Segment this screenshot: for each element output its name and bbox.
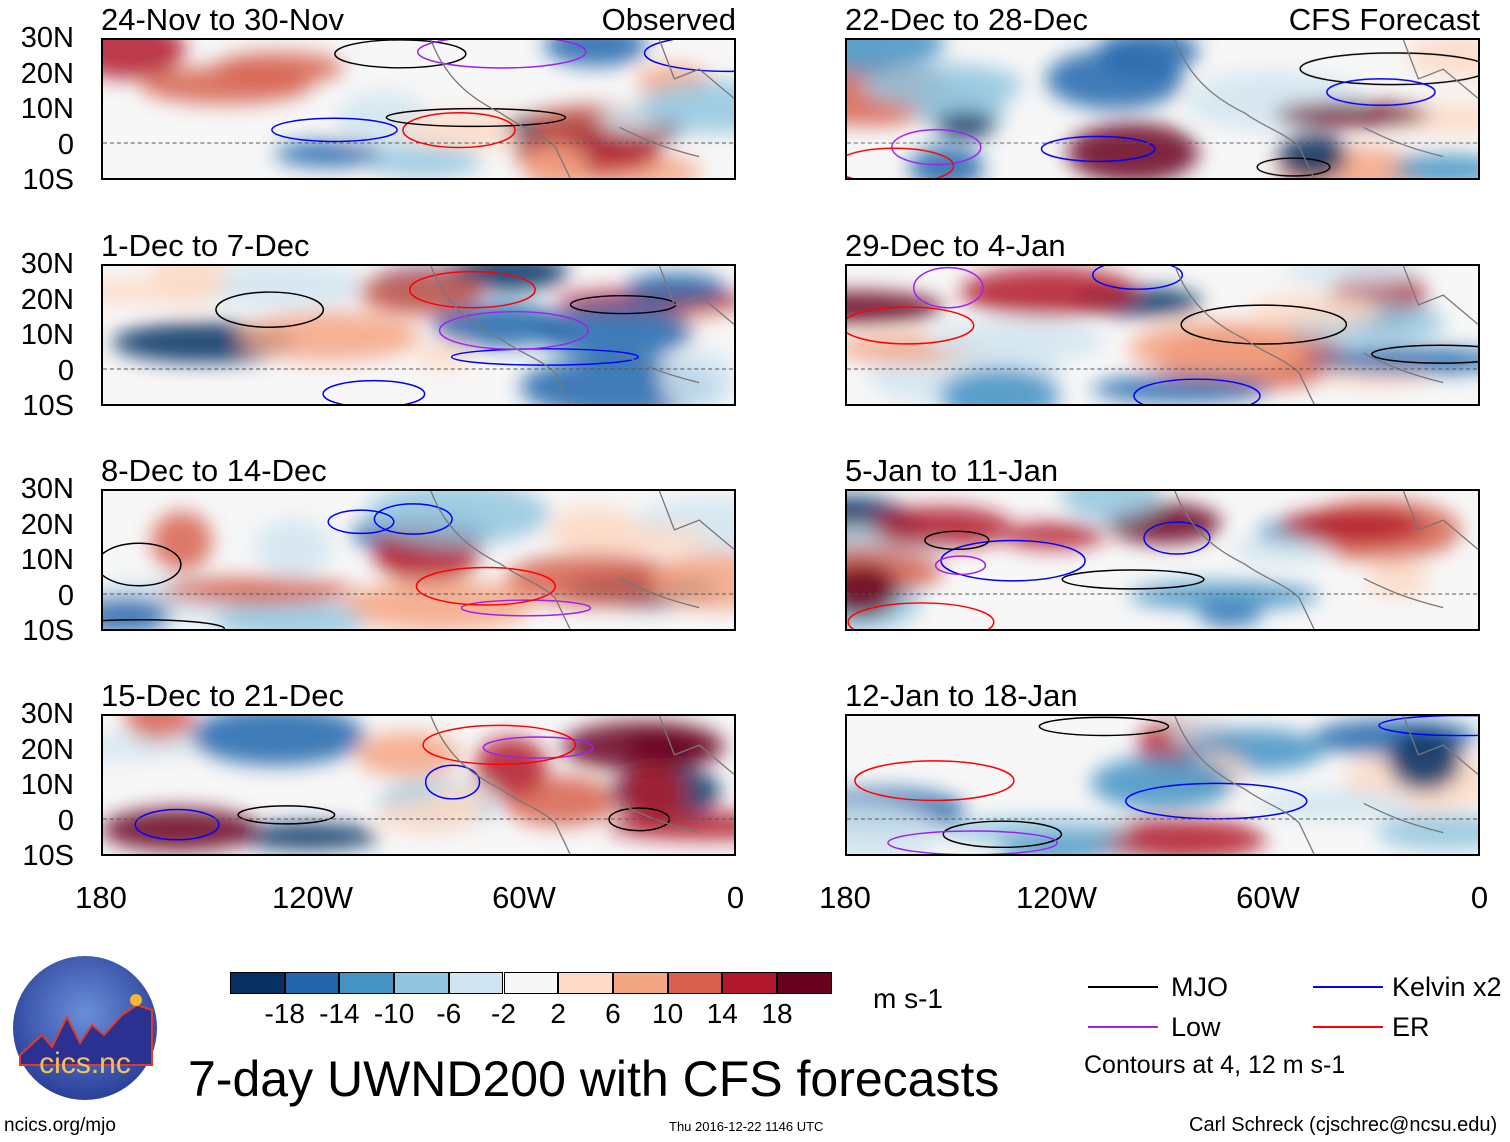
lat-label: 10N: [20, 319, 74, 351]
map-panel: [101, 264, 736, 406]
lat-label: 0: [57, 579, 74, 612]
lon-label: 60W: [1236, 880, 1300, 915]
colorbar-label: -14: [319, 998, 360, 1029]
legend-line-low: [1088, 1026, 1158, 1028]
panel-tag: CFS Forecast: [1288, 2, 1480, 37]
footer-author: Carl Schreck (cjschrec@ncsu.edu): [1189, 1114, 1498, 1136]
panel-title: 1-Dec to 7-Dec: [101, 228, 310, 263]
lon-label: 60W: [492, 880, 556, 915]
legend-label-mjo: MJO: [1171, 972, 1228, 1002]
lat-label: 10N: [20, 544, 74, 576]
lat-label: 10N: [20, 93, 74, 125]
colorbar-label: 10: [652, 998, 684, 1029]
lon-label: 180: [819, 880, 871, 915]
panel-tag: Observed: [601, 2, 736, 37]
legend-label-kelvin: Kelvin x2: [1392, 972, 1502, 1002]
colorbar-label: 14: [706, 998, 738, 1029]
panel-title: 12-Jan to 18-Jan: [845, 678, 1078, 713]
footer-timestamp: Thu 2016-12-22 1146 UTC: [669, 1119, 824, 1134]
colorbar-label: 18: [761, 998, 793, 1029]
map-panel: [845, 264, 1480, 406]
panel-title: 8-Dec to 14-Dec: [101, 453, 327, 488]
lat-label: 20N: [20, 57, 74, 90]
legend-label-low: Low: [1171, 1012, 1221, 1042]
footer-url: ncics.org/mjo: [4, 1115, 116, 1136]
colorbar-swatch: [612, 972, 668, 994]
map-panel: [845, 38, 1480, 180]
lat-label: 10S: [22, 840, 74, 872]
lat-label: 10S: [22, 615, 74, 647]
colorbar-swatch: [722, 972, 777, 994]
colorbar-swatch: [558, 972, 613, 994]
lat-label: 30N: [20, 22, 74, 54]
lat-label: 0: [57, 354, 74, 387]
colorbar-swatch: [777, 972, 832, 994]
lat-label: 30N: [20, 473, 74, 505]
panel-title: 24-Nov to 30-Nov: [101, 2, 344, 37]
map-panel: [845, 489, 1480, 631]
figure-title: 7-day UWND200 with CFS forecasts: [188, 1051, 1000, 1107]
legend-line-mjo: [1088, 986, 1158, 988]
colorbar-label: -6: [436, 998, 462, 1029]
lat-label: 30N: [20, 248, 74, 280]
panel-title: 22-Dec to 28-Dec: [845, 2, 1088, 37]
panel-title: 15-Dec to 21-Dec: [101, 678, 344, 713]
logo-text: cics.nc: [39, 1047, 131, 1080]
lon-label: 120W: [1016, 880, 1097, 915]
legend-line-er: [1313, 1026, 1383, 1028]
lat-label: 20N: [20, 508, 74, 541]
colorbar-swatch: [394, 972, 449, 994]
colorbar-units: m s-1: [873, 983, 943, 1014]
map-panel: [101, 489, 736, 631]
colorbar-swatch: [448, 972, 504, 994]
lat-label: 10S: [22, 164, 74, 196]
colorbar-label: -10: [373, 998, 415, 1029]
lon-label: 0: [1470, 880, 1489, 915]
lon-label: 120W: [272, 880, 353, 915]
colorbar-swatch: [284, 972, 340, 994]
lat-label: 10S: [22, 390, 74, 422]
legend-note: Contours at 4, 12 m s-1: [1084, 1051, 1346, 1079]
panel-title: 29-Dec to 4-Jan: [845, 228, 1066, 263]
legend-label-er: ER: [1392, 1012, 1430, 1042]
lon-label: 180: [75, 880, 127, 915]
lat-label: 20N: [20, 733, 74, 766]
colorbar-swatch: [339, 972, 395, 994]
legend-line-kelvin: [1313, 986, 1383, 988]
colorbar-label: 2: [550, 998, 566, 1029]
colorbar-swatch: [503, 972, 559, 994]
lat-label: 30N: [20, 698, 74, 730]
lat-label: 10N: [20, 769, 74, 801]
colorbar-swatch: [230, 972, 285, 994]
lon-label: 0: [726, 880, 745, 915]
map-panel: [101, 714, 736, 856]
colorbar-label: -2: [491, 998, 516, 1029]
lat-label: 0: [57, 804, 74, 837]
map-panel: [101, 38, 736, 180]
colorbar-swatch: [667, 972, 723, 994]
colorbar-label: 6: [605, 998, 621, 1029]
panel-title: 5-Jan to 11-Jan: [845, 453, 1059, 488]
colorbar-label: -18: [264, 998, 305, 1029]
cics-logo: cics.nc: [12, 955, 158, 1101]
lat-label: 20N: [20, 283, 74, 316]
map-panel: [845, 714, 1480, 856]
lat-label: 0: [57, 128, 74, 161]
